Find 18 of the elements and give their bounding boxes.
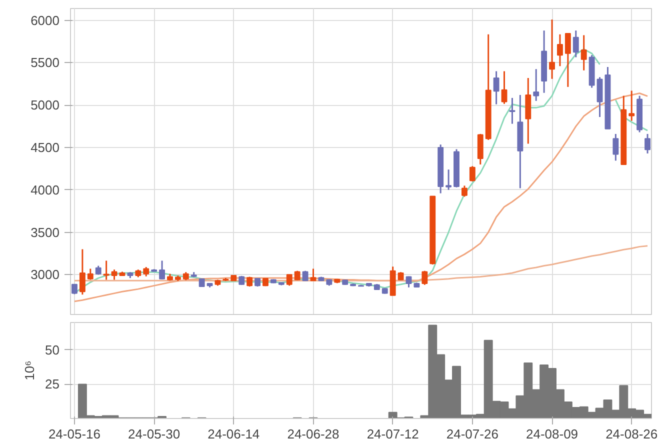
x-tick-label: 24-05-30	[128, 426, 180, 442]
y-tick-label: 3500	[30, 224, 60, 240]
y-tick-label: 5500	[30, 55, 60, 70]
y-tick-label: 6000	[30, 12, 60, 28]
y-tick-label: 4000	[30, 182, 60, 198]
y-tick-label: 50	[45, 342, 60, 358]
x-tick-label: 24-05-16	[48, 426, 101, 442]
x-tick-label: 24-07-12	[366, 426, 419, 442]
x-tick-label: 24-07-26	[446, 426, 498, 442]
y-axis-title: 10⁶	[22, 360, 38, 380]
x-tick-label: 24-06-14	[208, 426, 260, 442]
x-tick-label: 24-08-09	[526, 426, 578, 442]
y-tick-label: 3000	[30, 267, 60, 282]
x-tick-label: 24-06-28	[287, 426, 340, 442]
y-tick-label: 25	[45, 376, 60, 392]
x-tick-label: 24-08-26	[606, 426, 658, 442]
y-tick-label: 5000	[30, 98, 60, 113]
y-tick-label: 4500	[30, 140, 60, 156]
